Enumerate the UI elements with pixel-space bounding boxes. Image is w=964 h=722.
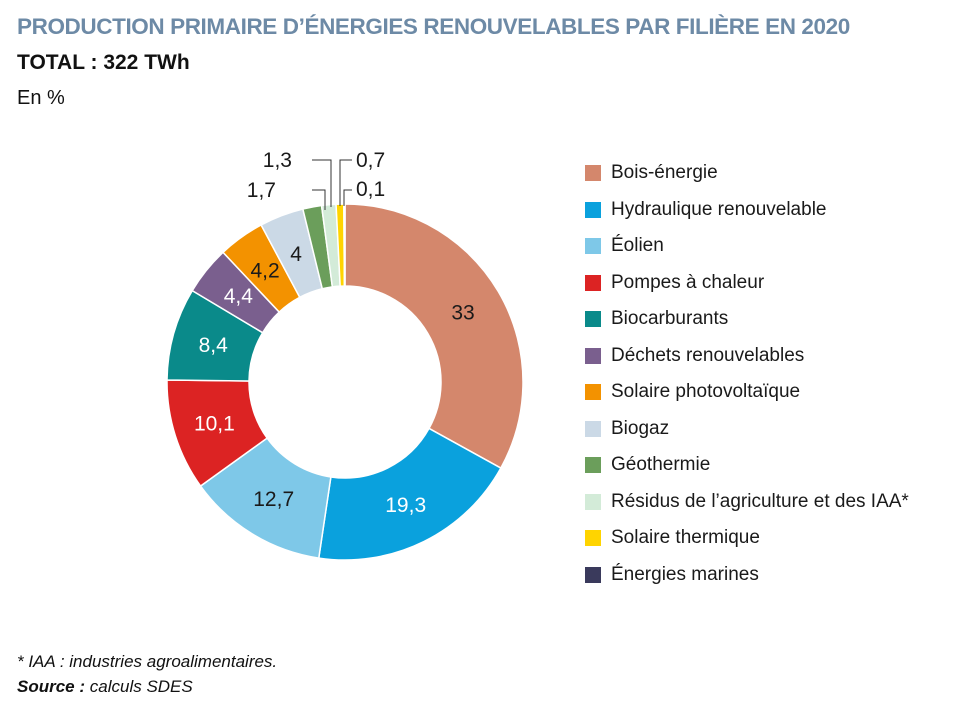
slice-label-hydraulique-renouvelable: 19,3: [385, 494, 426, 517]
legend-swatch: [585, 201, 601, 218]
legend-swatch: [585, 274, 601, 291]
legend-swatch: [585, 530, 601, 547]
legend-item-dechets-renouvelables: Déchets renouvelables: [585, 338, 909, 375]
legend-swatch: [585, 384, 601, 401]
legend-item-hydraulique-renouvelable: Hydraulique renouvelable: [585, 192, 909, 229]
legend-item-residus-de-l-agriculture-et-des-iaa: Résidus de l’agriculture et des IAA*: [585, 484, 909, 521]
legend-item-biocarburants: Biocarburants: [585, 301, 909, 338]
legend-label: Énergies marines: [611, 563, 759, 585]
slice-label-energies-marines: 0,1: [356, 178, 385, 201]
slice-label-eolien: 12,7: [253, 488, 294, 511]
legend-item-solaire-thermique: Solaire thermique: [585, 520, 909, 557]
legend-swatch: [585, 165, 601, 182]
legend-item-bois-energie: Bois-énergie: [585, 155, 909, 192]
source-note: Source : calculs SDES: [17, 677, 193, 697]
slice-hydraulique-renouvelable: [317, 427, 502, 561]
legend-label: Solaire thermique: [611, 527, 760, 549]
legend-swatch: [585, 420, 601, 437]
donut-slices: [166, 203, 524, 561]
slice-energies-marines: [343, 203, 346, 287]
legend-label: Pompes à chaleur: [611, 271, 765, 293]
slice-label-dechets-renouvelables: 4,4: [224, 285, 254, 308]
slice-label-bois-energie: 33: [451, 301, 474, 324]
legend-label: Hydraulique renouvelable: [611, 198, 827, 220]
legend-item-pompes-a-chaleur: Pompes à chaleur: [585, 265, 909, 302]
legend-swatch: [585, 566, 601, 583]
legend-label: Géothermie: [611, 454, 711, 476]
legend-label: Solaire photovoltaïque: [611, 381, 801, 403]
slice-bois-energie: [344, 203, 524, 470]
footnote: * IAA : industries agroalimentaires.: [17, 652, 278, 671]
donut-labels: 33 19,3 12,7 10,1 8,4 4,44,2 4 1,7 1,3 0,7 0,1: [194, 149, 475, 517]
slice-label-residus-de-l-agriculture-et-des-iaa: 1,3: [263, 149, 292, 172]
leader-line-energies-marines: [343, 189, 352, 206]
legend-label: Déchets renouvelables: [611, 344, 805, 366]
legend-label: Bois-énergie: [611, 162, 718, 184]
legend-item-energies-marines: Énergies marines: [585, 557, 909, 594]
legend-swatch: [585, 238, 601, 255]
leader-line-geothermie: [312, 189, 326, 210]
legend-item-eolien: Éolien: [585, 228, 909, 265]
chart-subtitle: TOTAL : 322 TWh: [17, 51, 190, 74]
legend-item-biogaz: Biogaz: [585, 411, 909, 448]
unit-label: En %: [17, 87, 65, 109]
legend-label: Biogaz: [611, 417, 670, 439]
leader-line-solaire-thermique: [339, 159, 352, 206]
legend-swatch: [585, 311, 601, 328]
slice-label-geothermie: 1,7: [247, 179, 276, 202]
legend-swatch: [585, 347, 601, 364]
chart-title: PRODUCTION PRIMAIRE D’ÉNERGIES RENOUVELA…: [17, 14, 850, 39]
legend-swatch: [585, 457, 601, 474]
leader-line-residus-de-l-agriculture-et-des-iaa: [312, 159, 332, 207]
slice-label-solaire-thermique: 0,7: [356, 149, 385, 172]
source-text: calculs SDES: [85, 677, 193, 696]
slice-label-solaire-photovoltaique: 4,2: [250, 260, 279, 283]
legend-label: Éolien: [611, 235, 664, 257]
legend-swatch: [585, 493, 601, 510]
slice-label-biogaz: 4: [290, 243, 302, 266]
legend-item-solaire-photovoltaique: Solaire photovoltaïque: [585, 374, 909, 411]
source-label: Source :: [17, 677, 86, 696]
legend: Bois-énergie Hydraulique renouvelable Éoli…: [585, 155, 909, 593]
legend-item-geothermie: Géothermie: [585, 447, 909, 484]
slice-label-pompes-a-chaleur: 10,1: [194, 412, 235, 435]
legend-label: Résidus de l’agriculture et des IAA*: [611, 490, 909, 512]
legend-label: Biocarburants: [611, 308, 729, 330]
slice-label-biocarburants: 8,4: [199, 334, 229, 357]
